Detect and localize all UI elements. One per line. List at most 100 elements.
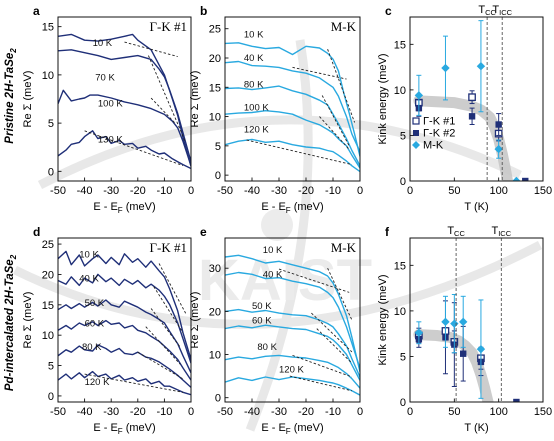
series-label: 50 K	[85, 298, 105, 309]
data-point	[495, 113, 502, 136]
x-tick-label: 0	[188, 185, 194, 197]
data-point	[414, 74, 424, 116]
series-line	[58, 273, 191, 364]
plot-area-d	[58, 250, 191, 396]
series-label: 40 K	[263, 270, 283, 281]
series-line	[58, 344, 191, 388]
fit-line	[321, 95, 350, 147]
series-label: 40 K	[79, 274, 99, 285]
plot-area-f	[413, 293, 520, 402]
fit-line	[278, 268, 350, 293]
watermark-orbit-bottom	[13, 241, 543, 329]
y-axis-title: Kink energy (meV)	[377, 274, 389, 365]
series-label: 10 K	[263, 245, 283, 256]
panel-letter-e: e	[200, 225, 207, 239]
fit-line	[153, 286, 184, 333]
x-tick-label: -30	[271, 406, 287, 418]
y-axis-title: Re Σ (meV)	[189, 71, 201, 128]
x-tick-label: 0	[357, 406, 363, 418]
legend: Γ-K #1Γ-K #2M-K	[412, 116, 455, 152]
marker-diamond	[459, 317, 468, 327]
watermark-atom-core	[261, 209, 293, 241]
x-axis-title-main: E - E	[261, 201, 285, 213]
x-tick-label: -40	[244, 185, 260, 197]
plot-area-b	[225, 42, 360, 173]
fit-line	[327, 49, 356, 123]
axes-frame	[409, 16, 544, 182]
y-tick-label: 25	[42, 239, 54, 251]
series-line	[225, 254, 360, 372]
data-point	[476, 299, 486, 399]
marker-filled-square	[460, 350, 467, 357]
panel-letter-c: c	[385, 4, 392, 18]
series-line	[58, 130, 191, 170]
fit-line	[319, 116, 350, 150]
marker-diamond	[414, 91, 424, 100]
fit-line	[327, 268, 353, 321]
row-label-top-sub: 2	[9, 48, 18, 54]
series-line	[225, 85, 360, 167]
series-label: 70 K	[95, 73, 115, 84]
series-line	[225, 110, 360, 169]
marker-diamond	[494, 144, 503, 154]
y-axis-title: Kink energy (meV)	[377, 53, 389, 144]
y-axis-title: Re Σ (meV)	[22, 71, 34, 128]
panel-letter-b: b	[200, 4, 207, 18]
series-label: 120 K	[279, 365, 304, 376]
x-tick-label: 100	[489, 406, 507, 418]
series-label: 50 K	[252, 301, 272, 312]
panel-e: e 10 K 40 K 50 K 60 K 80 K 120 K M-K -50 -40 -30 -2…	[189, 225, 363, 436]
x-tick-label: -20	[130, 185, 146, 197]
y-tick-label: 5	[48, 361, 54, 373]
y-tick-label: 10	[394, 85, 406, 97]
legend-marker	[413, 130, 419, 136]
transition-label-main: T	[447, 225, 454, 237]
y-tick-label: 5	[400, 351, 406, 363]
x-axis-title-sub: F	[286, 206, 291, 215]
data-point	[441, 35, 450, 101]
marker-filled-square	[522, 177, 529, 181]
series-label: 60 K	[252, 315, 272, 326]
panel-letter-a: a	[33, 4, 40, 18]
panel-letter-f: f	[385, 225, 390, 239]
series-line	[58, 33, 191, 167]
series-line	[58, 89, 191, 166]
guide-band	[413, 95, 514, 181]
series-line	[225, 376, 360, 396]
y-tick-label: 10	[42, 70, 54, 82]
transition-label-main: T	[478, 4, 485, 16]
fit-line	[292, 66, 347, 80]
panel-annotation: Γ-K #1	[150, 240, 187, 255]
x-axis-title: T (K)	[464, 422, 488, 434]
marker-diamond	[441, 317, 450, 327]
marker-diamond	[476, 62, 486, 71]
fit-line	[289, 375, 353, 392]
axes-frame	[57, 16, 192, 182]
series-line	[58, 250, 191, 360]
series-label: 130 K	[98, 134, 123, 145]
watermark-orbit-vertical	[245, 39, 313, 432]
y-tick-label: 15	[394, 39, 406, 51]
x-tick-label: 0	[188, 406, 194, 418]
series-label: 40 K	[244, 53, 264, 64]
series-label: 80 K	[244, 79, 264, 90]
y-tick-label: 0	[400, 397, 406, 409]
panels: a 10 K 70 K 100 K 130 K Γ-K #1 -50 -40 -30 -20 -10…	[22, 4, 552, 436]
y-tick-label: 20	[42, 269, 54, 281]
x-axis-title-sub: F	[118, 427, 123, 436]
x-tick-label: -10	[156, 406, 172, 418]
series-line	[225, 138, 360, 173]
row-label-bottom-text: Pd-intercalated 2H-TaSe	[4, 259, 16, 391]
transition-label-cc: TCC	[447, 225, 465, 238]
x-axis-title-main: T (K)	[464, 201, 488, 213]
series-line	[225, 60, 360, 152]
data-point	[459, 295, 468, 348]
panel-a: a 10 K 70 K 100 K 130 K Γ-K #1 -50 -40 -30 -20 -10…	[22, 4, 194, 215]
data-point	[476, 20, 486, 113]
series-line	[225, 308, 360, 378]
data-point	[468, 107, 476, 126]
panel-annotation: Γ-K #1	[150, 19, 187, 34]
fit-line	[124, 41, 178, 57]
series-line	[58, 319, 191, 381]
